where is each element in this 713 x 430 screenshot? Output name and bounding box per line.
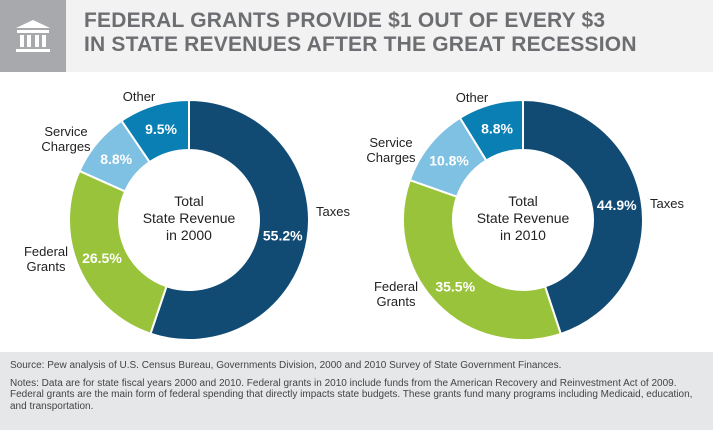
donut-chart-2010: 44.9% Taxes 35.5% Federal Grants 10.8% Service… (366, 90, 684, 341)
category-label-taxes: Taxes (316, 204, 350, 219)
category-label-other: Other (456, 90, 489, 105)
slice-taxes (522, 98, 644, 336)
category-label-federal-grants: Federal Grants (24, 244, 68, 274)
category-label-service-charges: Service Charges (366, 135, 416, 165)
value-label-service-charges: 10.8% (429, 152, 469, 168)
notes-text: Notes: Data are for state fiscal years 2… (10, 377, 693, 412)
slice-other (458, 98, 524, 162)
value-label-federal-grants: 26.5% (82, 250, 122, 266)
slice-taxes (149, 98, 310, 341)
donut-charts: 55.2% Taxes 26.5% Federal Grants 8.8% Service C… (24, 89, 684, 341)
slice-other (120, 98, 190, 164)
icon-box (0, 0, 66, 72)
government-building-icon (16, 20, 50, 52)
source-note: Source: Pew analysis of U.S. Census Bure… (10, 360, 562, 371)
value-label-taxes: 44.9% (597, 197, 637, 213)
category-label-federal-grants: Federal Grants (374, 279, 418, 309)
title-line-2: in state revenues after the Great Recess… (84, 33, 637, 56)
value-label-taxes: 55.2% (263, 227, 303, 243)
title-line-1: Federal grants provide $1 out of every $… (84, 9, 606, 32)
category-label-taxes: Taxes (650, 196, 684, 211)
footer-notes: Source: Pew analysis of U.S. Census Bure… (0, 352, 713, 430)
header-banner: Federal grants provide $1 out of every $… (0, 0, 713, 72)
chart-title: Federal grants provide $1 out of every $… (84, 9, 637, 57)
value-label-service-charges: 8.8% (100, 151, 132, 167)
value-label-other: 9.5% (145, 121, 177, 137)
center-label: Total State Revenue in 2000 (143, 193, 236, 243)
category-label-service-charges: Service Charges (41, 124, 91, 154)
donut-chart-2000: 55.2% Taxes 26.5% Federal Grants 8.8% Service C… (24, 89, 350, 341)
center-label: Total State Revenue in 2010 (477, 193, 570, 243)
slice-federal-grants (68, 169, 168, 335)
slice-federal-grants (402, 178, 563, 341)
value-label-federal-grants: 35.5% (435, 279, 475, 295)
value-label-other: 8.8% (481, 121, 513, 137)
category-label-other: Other (123, 89, 156, 104)
